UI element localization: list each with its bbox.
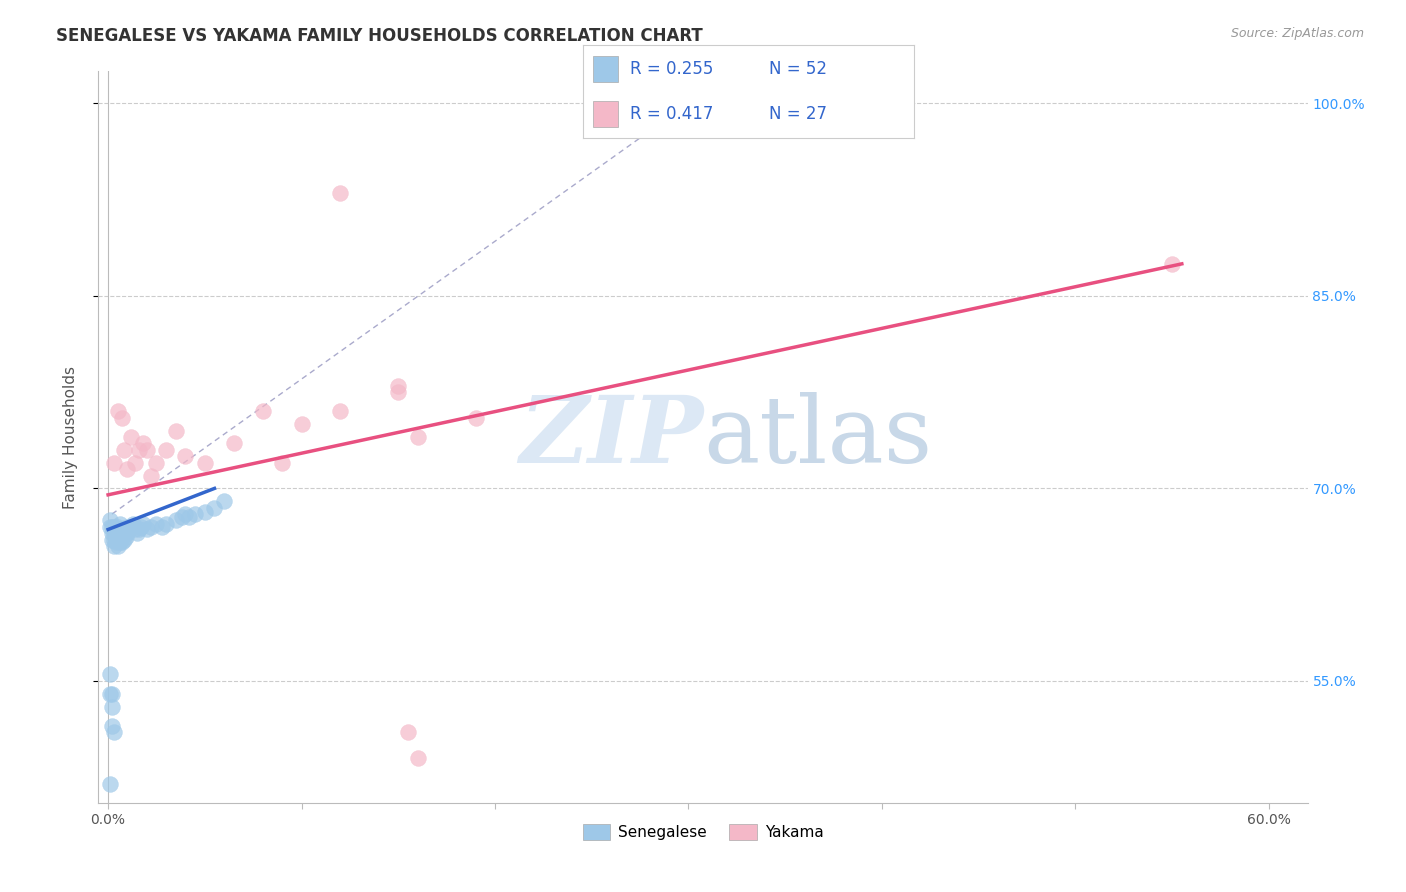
Point bbox=[111, 535, 134, 549]
Point bbox=[271, 456, 294, 470]
Point bbox=[128, 442, 150, 457]
Text: ZIP: ZIP bbox=[519, 392, 703, 482]
Point bbox=[108, 517, 131, 532]
Point bbox=[108, 535, 131, 549]
Point bbox=[132, 436, 155, 450]
Point bbox=[104, 523, 127, 537]
Point bbox=[387, 378, 409, 392]
Point bbox=[132, 517, 155, 532]
Point bbox=[174, 450, 197, 464]
Point bbox=[204, 500, 226, 515]
Point bbox=[124, 523, 146, 537]
Point bbox=[103, 520, 125, 534]
Point bbox=[122, 517, 145, 532]
Point bbox=[212, 494, 235, 508]
Point bbox=[101, 719, 124, 733]
Point bbox=[111, 523, 134, 537]
Point bbox=[150, 520, 173, 534]
Point bbox=[155, 517, 177, 532]
Point bbox=[101, 520, 124, 534]
Point bbox=[111, 410, 134, 425]
Bar bbox=[593, 56, 619, 82]
Point bbox=[387, 385, 409, 400]
Point bbox=[101, 526, 124, 541]
Point bbox=[107, 533, 129, 547]
Point bbox=[103, 725, 125, 739]
Point bbox=[101, 687, 124, 701]
Text: Source: ZipAtlas.com: Source: ZipAtlas.com bbox=[1230, 27, 1364, 40]
Point bbox=[145, 517, 167, 532]
Point bbox=[174, 507, 197, 521]
Point bbox=[103, 539, 125, 553]
Point bbox=[112, 442, 135, 457]
Point bbox=[98, 776, 121, 790]
Point bbox=[194, 456, 217, 470]
Point bbox=[135, 442, 157, 457]
Point bbox=[111, 529, 134, 543]
Point bbox=[129, 520, 152, 534]
Point bbox=[179, 509, 201, 524]
Point bbox=[103, 533, 125, 547]
Point bbox=[107, 539, 129, 553]
Point bbox=[124, 456, 146, 470]
Point bbox=[117, 526, 139, 541]
Y-axis label: Family Households: Family Households bbox=[63, 366, 77, 508]
Point bbox=[165, 514, 187, 528]
Point bbox=[329, 404, 352, 418]
Point bbox=[1161, 257, 1184, 271]
Text: R = 0.417: R = 0.417 bbox=[630, 105, 713, 123]
Point bbox=[184, 507, 207, 521]
Point bbox=[120, 520, 142, 534]
Point bbox=[118, 523, 141, 537]
Point bbox=[108, 529, 131, 543]
Text: N = 27: N = 27 bbox=[769, 105, 827, 123]
Point bbox=[104, 529, 127, 543]
Point bbox=[101, 699, 124, 714]
Point bbox=[98, 687, 121, 701]
Point bbox=[107, 520, 129, 534]
Point bbox=[98, 667, 121, 681]
Point bbox=[139, 468, 162, 483]
Point bbox=[155, 442, 177, 457]
Text: SENEGALESE VS YAKAMA FAMILY HOUSEHOLDS CORRELATION CHART: SENEGALESE VS YAKAMA FAMILY HOUSEHOLDS C… bbox=[56, 27, 703, 45]
Point bbox=[103, 456, 125, 470]
Point bbox=[114, 530, 136, 544]
Point bbox=[139, 520, 162, 534]
Point bbox=[108, 523, 131, 537]
Point bbox=[98, 514, 121, 528]
Text: R = 0.255: R = 0.255 bbox=[630, 60, 713, 78]
Point bbox=[290, 417, 312, 432]
Point bbox=[127, 526, 149, 541]
Point bbox=[135, 523, 157, 537]
Point bbox=[464, 410, 486, 425]
Point bbox=[165, 424, 187, 438]
Point bbox=[101, 533, 124, 547]
Point bbox=[396, 725, 419, 739]
Point bbox=[114, 524, 136, 538]
Point bbox=[117, 520, 139, 534]
Point bbox=[128, 523, 150, 537]
Legend: Senegalese, Yakama: Senegalese, Yakama bbox=[576, 818, 830, 847]
Point bbox=[112, 533, 135, 547]
Point bbox=[104, 535, 127, 549]
Point bbox=[98, 520, 121, 534]
Point bbox=[112, 526, 135, 541]
Point bbox=[117, 462, 139, 476]
Point bbox=[252, 404, 274, 418]
Point bbox=[222, 436, 245, 450]
Point bbox=[107, 404, 129, 418]
Point bbox=[170, 509, 193, 524]
Point bbox=[406, 751, 429, 765]
Point bbox=[120, 430, 142, 444]
Text: atlas: atlas bbox=[703, 392, 932, 482]
Point bbox=[406, 430, 429, 444]
Point bbox=[194, 504, 217, 518]
Text: N = 52: N = 52 bbox=[769, 60, 827, 78]
Point bbox=[103, 526, 125, 541]
Bar bbox=[593, 101, 619, 127]
Point bbox=[145, 456, 167, 470]
Point bbox=[107, 526, 129, 541]
Point bbox=[329, 186, 352, 201]
